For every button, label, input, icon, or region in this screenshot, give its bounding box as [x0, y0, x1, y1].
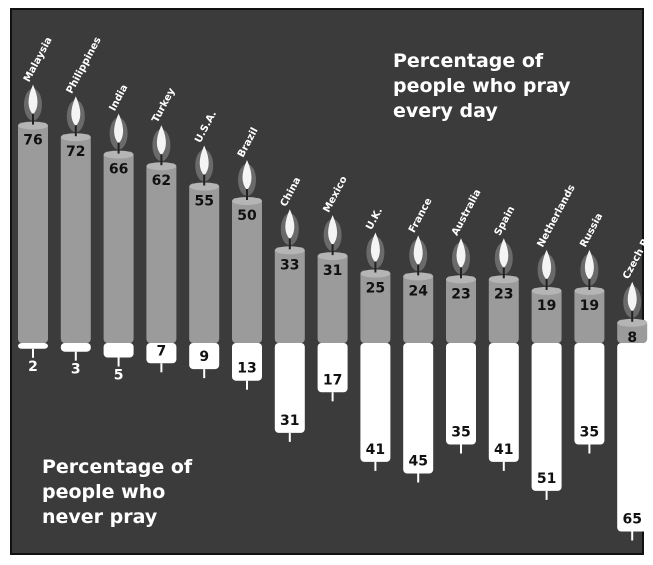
value-label: 50	[237, 208, 257, 224]
chart-page: 762Malaysia723Philippines665India627Turk…	[0, 0, 653, 565]
value-label: 41	[494, 442, 513, 458]
value-label: 9	[199, 349, 209, 365]
bar	[18, 343, 48, 349]
bar	[532, 343, 562, 491]
value-label: 23	[451, 286, 470, 302]
value-label: 35	[451, 425, 470, 441]
value-label: 2	[28, 359, 38, 375]
bar	[61, 134, 91, 343]
value-label: 24	[408, 283, 428, 299]
value-label: 7	[157, 343, 167, 359]
value-label: 17	[323, 372, 342, 388]
bar	[617, 343, 647, 532]
bar	[104, 343, 134, 358]
bar	[104, 152, 134, 343]
bar	[146, 163, 176, 343]
value-label: 5	[114, 368, 124, 384]
bar	[574, 288, 604, 343]
value-label: 45	[408, 454, 427, 470]
bar	[532, 288, 562, 343]
bar	[18, 123, 48, 343]
value-label: 55	[194, 194, 213, 210]
value-label: 8	[627, 330, 637, 346]
value-label: 31	[280, 413, 299, 429]
value-label: 35	[580, 425, 599, 441]
value-label: 51	[537, 471, 556, 487]
value-label: 65	[622, 512, 641, 528]
never-pray-note: Percentage of people who never pray	[42, 455, 217, 530]
value-label: 41	[366, 442, 385, 458]
value-label: 19	[537, 298, 556, 314]
bar	[61, 343, 91, 352]
value-label: 76	[23, 133, 42, 149]
value-label: 66	[109, 162, 128, 178]
pray-daily-note: Percentage of people who pray every day	[393, 49, 593, 124]
value-label: 62	[152, 173, 171, 189]
value-label: 25	[366, 281, 385, 297]
value-label: 3	[71, 362, 81, 378]
value-label: 19	[580, 298, 599, 314]
value-label: 33	[280, 257, 299, 273]
value-label: 72	[66, 144, 85, 160]
value-label: 31	[323, 263, 342, 279]
value-label: 13	[237, 361, 256, 377]
value-label: 23	[494, 286, 513, 302]
